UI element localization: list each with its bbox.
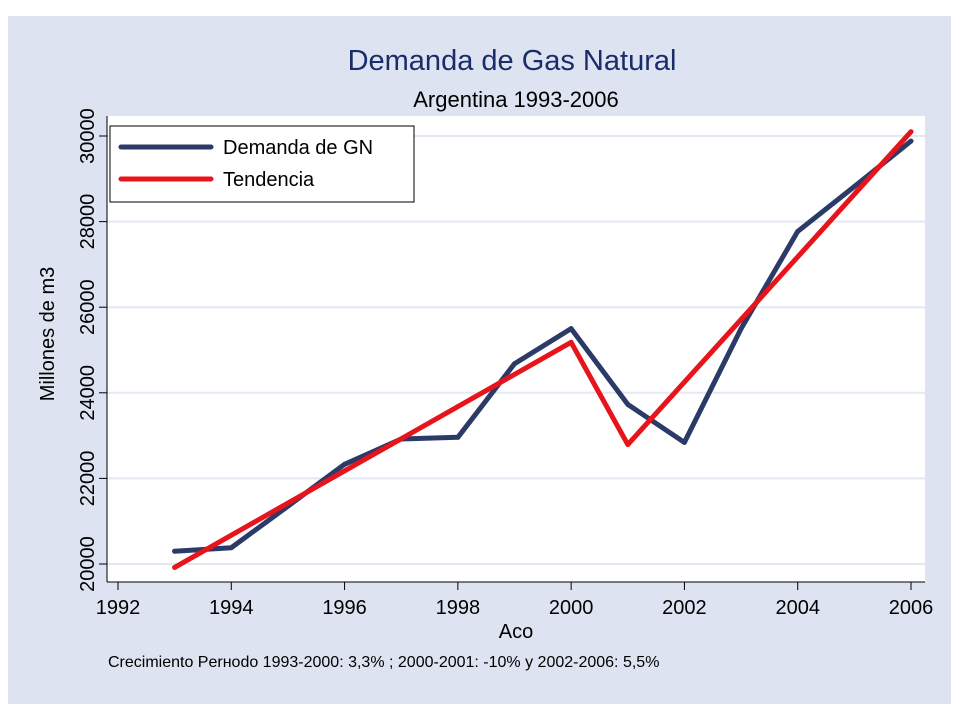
data-point-tendencia — [172, 565, 178, 570]
legend-box — [109, 125, 415, 203]
data-point-demanda — [738, 326, 744, 331]
data-point-tendencia — [625, 442, 631, 447]
y-tick-label: 22000 — [77, 451, 99, 507]
chart-title: Demanda de Gas Natural — [348, 45, 677, 77]
data-point-demanda — [568, 326, 574, 331]
x-tick-label: 1992 — [96, 597, 141, 619]
y-axis-title: Millones de m3 — [37, 267, 59, 402]
data-point-demanda — [795, 229, 801, 234]
data-point-demanda — [682, 440, 687, 445]
data-point-demanda — [228, 545, 234, 551]
x-tick-label: 2002 — [662, 597, 707, 619]
chart: Demanda de Gas Natural Argentina 1993-20… — [37, 45, 933, 671]
legend: Demanda de GN Tendencia — [109, 125, 415, 203]
y-tick-label: 20000 — [77, 536, 99, 592]
x-tick-label: 1996 — [322, 597, 367, 619]
data-point-demanda — [342, 461, 347, 467]
data-point-tendencia — [568, 339, 574, 345]
x-tick-label: 2000 — [549, 597, 594, 619]
data-point-demanda — [625, 401, 631, 407]
x-tick-label: 2004 — [775, 597, 820, 619]
grid — [107, 135, 925, 565]
x-axis-title: Aco — [499, 621, 533, 643]
data-point-demanda — [908, 138, 914, 144]
footnote: Crecimiento Perнodo 1993-2000: 3,3% ; 20… — [108, 654, 659, 671]
data-point-demanda — [172, 548, 178, 554]
x-tick-label: 1994 — [209, 597, 254, 619]
axes: 20000 22000 24000 26000 28000 30000 1992 1994 19… — [77, 108, 933, 619]
chart-frame: Demanda de Gas Natural Argentina 1993-20… — [8, 16, 951, 704]
data-point-tendencia — [908, 129, 914, 135]
data-point-demanda — [512, 361, 517, 367]
chart-subtitle: Argentina 1993-2006 — [413, 87, 619, 112]
series-layer — [172, 129, 914, 570]
legend-label-demanda: Demanda de GN — [223, 137, 373, 159]
data-point-demanda — [455, 434, 461, 440]
y-tick-label: 28000 — [77, 194, 99, 250]
series-line-tendencia — [172, 129, 914, 570]
y-tick-label: 24000 — [77, 365, 99, 421]
legend-label-tendencia: Tendencia — [223, 169, 315, 191]
y-tick-label: 26000 — [77, 279, 99, 335]
x-tick-label: 2006 — [889, 597, 934, 619]
data-point-demanda — [851, 184, 857, 189]
y-tick-label: 30000 — [77, 108, 99, 164]
x-tick-label: 1998 — [436, 597, 481, 619]
